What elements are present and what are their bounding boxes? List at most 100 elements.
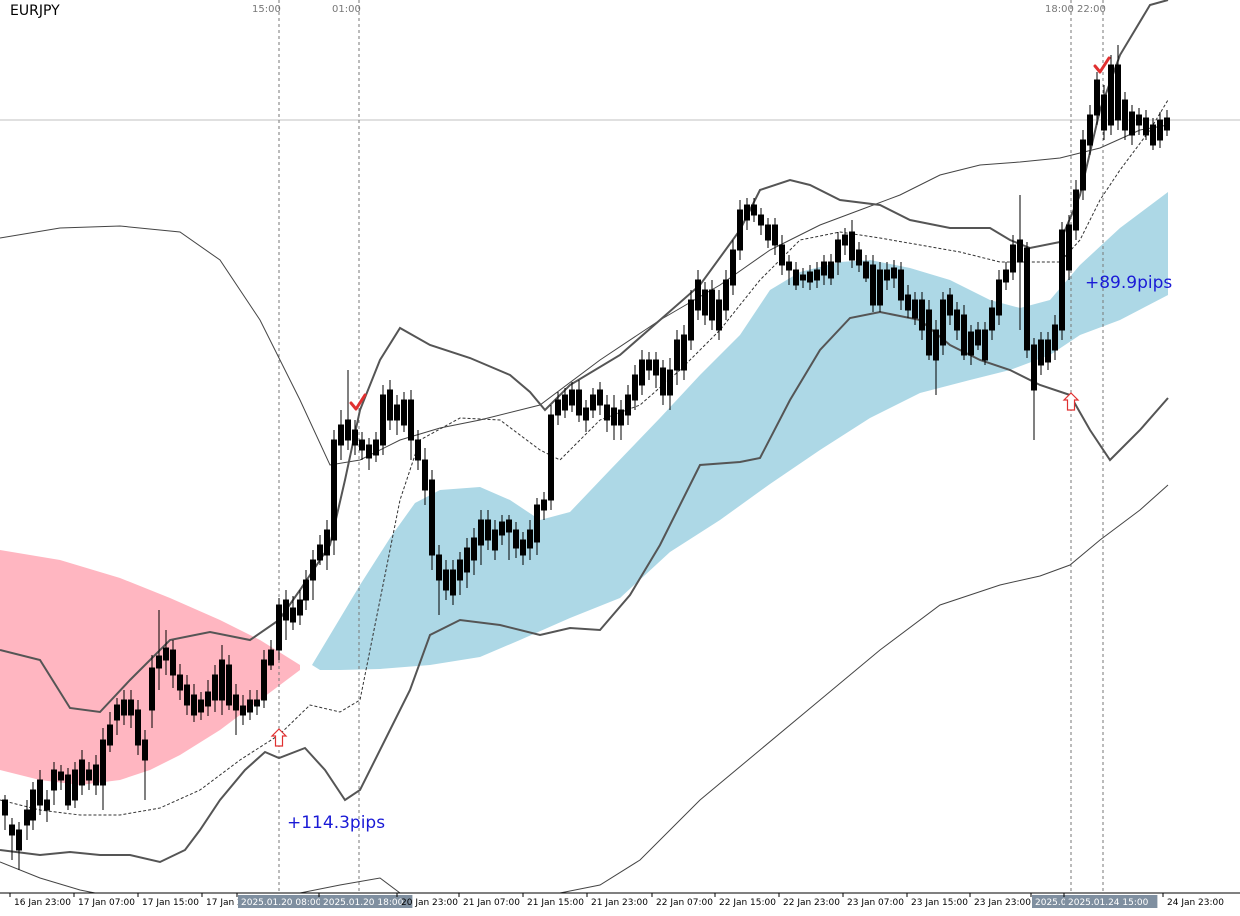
candle-body — [401, 399, 407, 426]
x-tick-label: 2025.01.20 18:00 — [323, 898, 404, 908]
x-tick-highlight — [1065, 895, 1158, 908]
middle-band-dashed — [0, 99, 1169, 816]
candle-body — [569, 389, 575, 406]
candle-body — [688, 299, 694, 341]
checkmark-icon — [349, 393, 367, 411]
candle-body — [1010, 244, 1016, 273]
bollinger-outer-upper — [0, 124, 1169, 466]
candle-body — [681, 334, 687, 371]
candle-body — [751, 204, 757, 216]
candle-body — [16, 829, 22, 851]
candle-body — [1115, 64, 1121, 121]
candle-body — [807, 271, 813, 283]
x-axis: 16 Jan 23:00 17 Jan 07:00 17 Jan 15:00 17 J… — [9, 893, 1224, 908]
candle-body — [940, 299, 946, 346]
candle-body — [331, 439, 337, 541]
candle-body — [548, 414, 554, 501]
candle-body — [884, 269, 890, 281]
candle-body — [114, 704, 120, 721]
candle-body — [254, 699, 260, 707]
candle-body — [520, 539, 526, 556]
x-tick-label: 17 Jan 07:00 — [78, 898, 135, 908]
candle-body — [163, 647, 169, 661]
candle-body — [394, 404, 400, 421]
vline-label-3: 18:00 — [1045, 4, 1074, 15]
candle-body — [128, 699, 134, 716]
candle-body — [1024, 247, 1030, 351]
candle-body — [730, 249, 736, 286]
x-tick-highlight — [320, 895, 413, 908]
candle-body — [933, 329, 939, 361]
x-tick-label: 23 Jan 07:00 — [847, 898, 904, 908]
candle-body — [240, 705, 246, 716]
candle-body — [919, 299, 925, 331]
candle-body — [107, 724, 113, 746]
candle-body — [1045, 339, 1051, 363]
candle-body — [786, 261, 792, 271]
candle-body — [982, 329, 988, 361]
candle-body — [954, 309, 960, 331]
candle-body — [422, 459, 428, 491]
candle-body — [814, 269, 820, 281]
candle-body — [170, 649, 176, 676]
candle-body — [611, 407, 617, 426]
candle-body — [177, 674, 183, 691]
candle-body — [716, 299, 722, 331]
candle-body — [359, 439, 365, 451]
x-tick-highlight — [1032, 895, 1071, 908]
candle-body — [1052, 324, 1058, 351]
candle-body — [821, 261, 827, 276]
x-tick-label: 17 Jan 15:00 — [142, 898, 199, 908]
candle-body — [443, 569, 449, 591]
symbol-label: EURJPY — [10, 3, 60, 19]
candle-body — [142, 739, 148, 761]
candle-body — [1122, 99, 1128, 131]
candle-body — [79, 759, 85, 786]
candle-body — [674, 339, 680, 371]
candle-body — [744, 204, 750, 221]
candle-body — [44, 799, 50, 811]
candle-body — [562, 394, 568, 411]
candle-body — [457, 559, 463, 581]
candle-body — [1094, 79, 1100, 116]
candle-body — [534, 504, 540, 543]
candle-body — [835, 239, 841, 263]
signal-markers — [270, 56, 1111, 747]
candle-body — [492, 529, 498, 551]
candle-body — [667, 369, 673, 396]
candle-body — [352, 429, 358, 446]
candle-body — [996, 279, 1002, 316]
candle-body — [646, 359, 652, 371]
x-tick-highlight — [238, 895, 331, 908]
candle-body — [2, 799, 8, 816]
candle-body — [499, 521, 505, 536]
candle-body — [863, 261, 869, 279]
candle-body — [373, 439, 379, 456]
vline-label-2: 01:00 — [332, 4, 361, 15]
bullish-cloud-area — [312, 192, 1168, 670]
candle-body — [9, 824, 15, 836]
x-tick-label: 21 Jan 23:00 — [591, 898, 648, 908]
candle-body — [625, 394, 631, 416]
candle-body — [86, 769, 92, 781]
candle-body — [513, 529, 519, 549]
candle-body — [849, 231, 855, 261]
x-tick-label: 2025.01.20 08:00 — [241, 898, 322, 908]
candle-body — [961, 314, 967, 356]
candle-body — [856, 249, 862, 266]
x-tick-label: 2025.0 — [1035, 898, 1067, 908]
x-tick-label: 21 Jan 15:00 — [527, 898, 584, 908]
candle-body — [471, 537, 477, 561]
pips-annotation-2: +89.9pips — [1085, 273, 1172, 293]
candle-body — [30, 789, 36, 821]
candle-body — [527, 529, 533, 549]
candle-body — [24, 809, 30, 826]
candle-body — [1150, 124, 1156, 146]
candle-body — [758, 214, 764, 226]
candle-body — [1031, 344, 1037, 391]
candle-body — [737, 209, 743, 251]
candle-body — [1157, 119, 1163, 141]
candle-body — [415, 439, 421, 461]
vline-label-1: 15:00 — [252, 4, 281, 15]
candle-body — [317, 544, 323, 561]
